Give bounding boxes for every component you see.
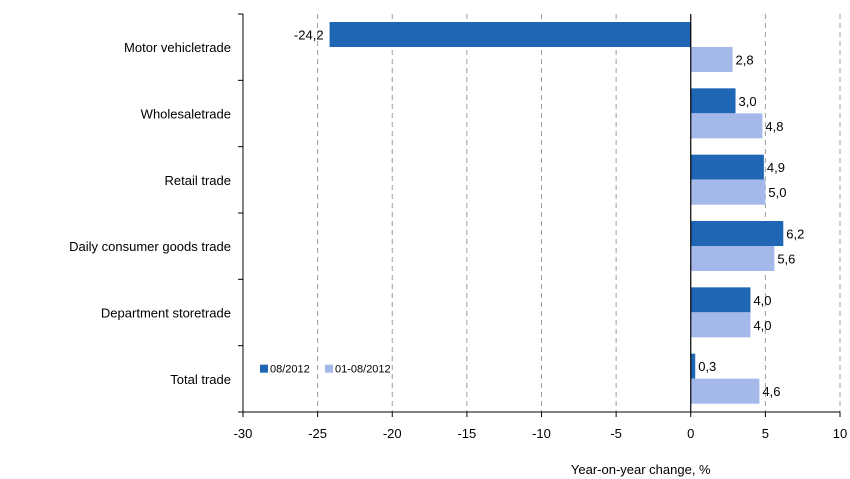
x-tick-label-5: 5 — [762, 426, 769, 441]
x-tick-label-15: -15 — [457, 426, 476, 441]
bar-motor-vehicletrade-01-08-2012 — [690, 47, 733, 72]
data-label-total-trade-08-2012: 0,3 — [698, 359, 716, 374]
data-label-total-trade-01-08-2012: 4,6 — [762, 384, 780, 399]
bar-department-storetrade-01-08-2012 — [690, 312, 751, 338]
x-tick-label-30: -30 — [234, 426, 253, 441]
bar-department-storetrade-08-2012 — [690, 287, 751, 313]
data-label-daily-consumer-goods-trade-08-2012: 6,2 — [786, 227, 804, 242]
x-tick-label-5: -5 — [610, 426, 622, 441]
category-label-daily-consumer-goods-trade: Daily consumer goods trade — [69, 239, 231, 254]
x-tick-label-20: -20 — [383, 426, 402, 441]
data-label-department-storetrade-08-2012: 4,0 — [753, 293, 771, 308]
data-label-motor-vehicletrade-01-08-2012: 2,8 — [736, 53, 754, 68]
x-tick-label-10: 10 — [833, 426, 847, 441]
legend-swatch-01-08-2012 — [325, 364, 333, 373]
category-label-department-storetrade: Department storetrade — [101, 306, 231, 321]
bar-wholesaletrade-01-08-2012 — [690, 113, 763, 139]
bar-total-trade-08-2012 — [690, 353, 696, 379]
category-label-total-trade: Total trade — [170, 372, 231, 387]
data-label-daily-consumer-goods-trade-01-08-2012: 5,6 — [777, 252, 795, 267]
category-labels: Motor vehicletrade Wholesaletrade Retail t… — [69, 40, 231, 387]
bar-daily-consumer-goods-trade-01-08-2012 — [690, 246, 775, 271]
data-label-wholesaletrade-08-2012: 3,0 — [739, 94, 757, 109]
x-tick-label-0: 0 — [687, 426, 694, 441]
category-label-wholesaletrade: Wholesaletrade — [141, 107, 231, 122]
data-label-retail-trade-01-08-2012: 5,0 — [768, 185, 786, 200]
x-tick-label-25: -25 — [308, 426, 327, 441]
legend-label-01-08-2012: 01-08/2012 — [335, 364, 391, 376]
data-label-retail-trade-08-2012: 4,9 — [767, 160, 785, 175]
x-tick-label-10: -10 — [532, 426, 551, 441]
data-label-motor-vehicletrade-08-2012: -24,2 — [294, 28, 324, 43]
category-label-motor-vehicletrade: Motor vehicletrade — [124, 40, 231, 55]
category-label-retail-trade: Retail trade — [165, 173, 231, 188]
data-labels: -24,2 2,8 3,0 4,8 4,9 5,0 6,2 5,6 4,0 4,0 0,3 4,6 — [294, 28, 804, 400]
x-axis-title: Year-on-year change, % — [571, 462, 711, 477]
bar-retail-trade-08-2012 — [690, 154, 764, 180]
data-label-wholesaletrade-01-08-2012: 4,8 — [765, 119, 783, 134]
legend-label-08-2012: 08/2012 — [270, 364, 310, 376]
gridlines — [317, 14, 841, 412]
x-tick-labels: -30 -25 -20 -15 -10 -5 0 5 10 — [234, 13, 847, 441]
bar-retail-trade-01-08-2012 — [690, 179, 766, 205]
legend: 08/2012 01-08/2012 — [260, 364, 391, 376]
bar-motor-vehicletrade-08-2012 — [329, 22, 691, 47]
bars — [329, 22, 784, 404]
legend-swatch-08-2012 — [260, 364, 268, 373]
bar-total-trade-01-08-2012 — [690, 378, 760, 404]
bar-daily-consumer-goods-trade-08-2012 — [690, 221, 784, 246]
data-label-department-storetrade-01-08-2012: 4,0 — [753, 318, 771, 333]
bar-wholesaletrade-08-2012 — [690, 88, 736, 114]
